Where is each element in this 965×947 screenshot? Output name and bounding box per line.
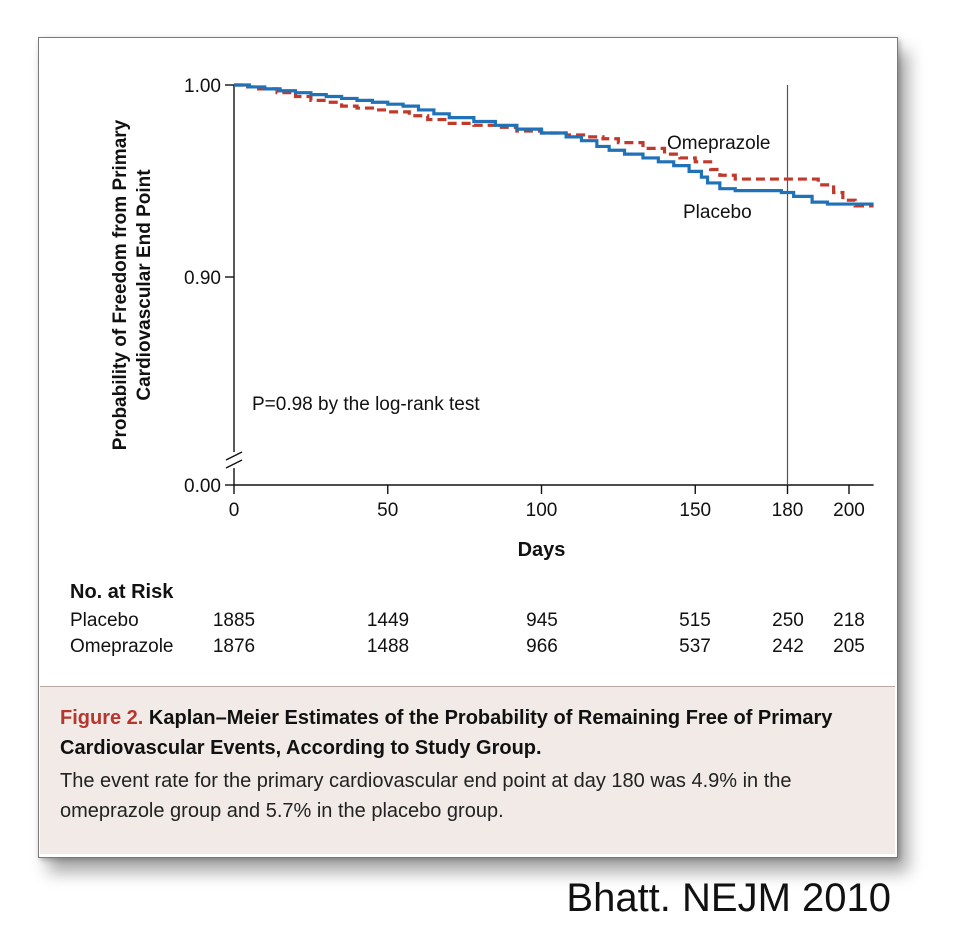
x-tick-label: 200 <box>833 500 865 521</box>
risk-table-cell: 242 <box>772 636 804 657</box>
risk-table-cell: 1449 <box>367 610 409 631</box>
logrank-annotation: P=0.98 by the log-rank test <box>252 394 480 415</box>
x-tick-label: 150 <box>679 500 711 521</box>
risk-table-row-label: Placebo <box>70 610 139 631</box>
x-tick-label: 50 <box>377 500 398 521</box>
x-axis-title: Days <box>518 539 566 561</box>
risk-table-cell: 966 <box>526 636 558 657</box>
figure-caption: Figure 2. Kaplan–Meier Estimates of the … <box>40 686 895 854</box>
risk-table-title: No. at Risk <box>70 581 174 603</box>
risk-table-row-label: Omeprazole <box>70 636 174 657</box>
caption-title-text: Kaplan–Meier Estimates of the Probabilit… <box>60 707 833 759</box>
risk-table-cell: 537 <box>679 636 711 657</box>
risk-table-cell: 945 <box>526 610 558 631</box>
risk-table-cell: 250 <box>772 610 804 631</box>
y-axis-title-line: Probability of Freedom from Primary <box>110 119 131 450</box>
risk-table-cell: 1876 <box>213 636 255 657</box>
x-tick-label: 0 <box>229 500 240 521</box>
y-tick-label: 0.90 <box>184 268 221 289</box>
y-axis-title: Probability of Freedom from Primary Cardi… <box>110 119 155 450</box>
series-label-placebo: Placebo <box>683 202 752 223</box>
y-tick-label: 1.00 <box>184 76 221 97</box>
series-line-placebo <box>234 83 874 206</box>
caption-body: The event rate for the primary cardiovas… <box>60 770 792 822</box>
y-axis-title-line: Cardiovascular End Point <box>134 169 155 401</box>
risk-table-cell: 205 <box>833 636 865 657</box>
x-tick-label: 100 <box>526 500 558 521</box>
risk-table-cell: 515 <box>679 610 711 631</box>
axis-break-mark <box>225 451 243 469</box>
citation-credit: Bhatt. NEJM 2010 <box>566 876 891 920</box>
y-tick-label: 0.00 <box>184 476 221 497</box>
risk-table-cell: 1488 <box>367 636 409 657</box>
caption-label: Figure 2. <box>60 707 144 729</box>
series-label-omeprazole: Omeprazole <box>667 133 771 154</box>
x-tick-label: 180 <box>772 500 804 521</box>
risk-table-cell: 218 <box>833 610 865 631</box>
caption-title: Figure 2. Kaplan–Meier Estimates of the … <box>60 703 840 763</box>
risk-table-cell: 1885 <box>213 610 255 631</box>
series-line-omeprazole <box>234 83 874 208</box>
